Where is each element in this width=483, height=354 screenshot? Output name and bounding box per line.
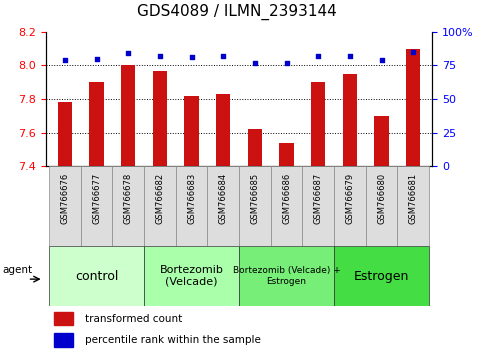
FancyBboxPatch shape — [49, 246, 144, 306]
Point — [156, 53, 164, 59]
Bar — [280, 143, 294, 166]
Text: GSM766686: GSM766686 — [282, 173, 291, 224]
Text: agent: agent — [2, 265, 32, 275]
Text: GSM766683: GSM766683 — [187, 173, 196, 224]
FancyBboxPatch shape — [334, 166, 366, 246]
FancyBboxPatch shape — [271, 166, 302, 246]
Text: GSM766677: GSM766677 — [92, 173, 101, 224]
Text: GSM766685: GSM766685 — [250, 173, 259, 224]
FancyBboxPatch shape — [239, 166, 271, 246]
Bar — [343, 74, 357, 166]
Point — [188, 55, 196, 60]
FancyBboxPatch shape — [144, 246, 239, 306]
FancyBboxPatch shape — [144, 166, 176, 246]
Text: Estrogen: Estrogen — [354, 270, 409, 282]
Bar — [216, 94, 230, 166]
Text: GSM766687: GSM766687 — [314, 173, 323, 224]
Text: Bortezomib
(Velcade): Bortezomib (Velcade) — [160, 265, 224, 287]
Text: GSM766679: GSM766679 — [345, 173, 355, 224]
Bar — [121, 65, 135, 166]
FancyBboxPatch shape — [207, 166, 239, 246]
Text: GSM766681: GSM766681 — [409, 173, 418, 224]
Bar — [54, 333, 73, 347]
Point — [219, 53, 227, 59]
FancyBboxPatch shape — [113, 166, 144, 246]
Text: GSM766682: GSM766682 — [156, 173, 164, 224]
Point — [314, 53, 322, 59]
Bar — [58, 103, 72, 166]
Point — [124, 51, 132, 56]
Text: control: control — [75, 270, 118, 282]
Bar — [406, 49, 420, 166]
FancyBboxPatch shape — [81, 166, 113, 246]
Text: Bortezomib (Velcade) +
Estrogen: Bortezomib (Velcade) + Estrogen — [233, 267, 341, 286]
FancyBboxPatch shape — [366, 166, 398, 246]
Point — [93, 56, 100, 62]
Point — [283, 60, 290, 65]
Bar — [185, 96, 199, 166]
Point — [61, 57, 69, 63]
FancyBboxPatch shape — [239, 246, 334, 306]
Point — [410, 49, 417, 55]
FancyBboxPatch shape — [176, 166, 207, 246]
Bar — [153, 70, 167, 166]
Text: GSM766684: GSM766684 — [219, 173, 228, 224]
Point — [251, 60, 259, 65]
Text: percentile rank within the sample: percentile rank within the sample — [85, 335, 260, 345]
Point — [346, 53, 354, 59]
Bar — [374, 116, 389, 166]
Bar — [248, 130, 262, 166]
Text: GSM766678: GSM766678 — [124, 173, 133, 224]
Text: transformed count: transformed count — [85, 314, 182, 324]
Text: GSM766680: GSM766680 — [377, 173, 386, 224]
FancyBboxPatch shape — [49, 166, 81, 246]
Text: GDS4089 / ILMN_2393144: GDS4089 / ILMN_2393144 — [137, 4, 337, 21]
Text: GSM766676: GSM766676 — [60, 173, 70, 224]
FancyBboxPatch shape — [334, 246, 429, 306]
FancyBboxPatch shape — [398, 166, 429, 246]
Bar — [54, 312, 73, 325]
Bar — [89, 82, 104, 166]
Bar — [311, 82, 326, 166]
Point — [378, 57, 385, 63]
FancyBboxPatch shape — [302, 166, 334, 246]
